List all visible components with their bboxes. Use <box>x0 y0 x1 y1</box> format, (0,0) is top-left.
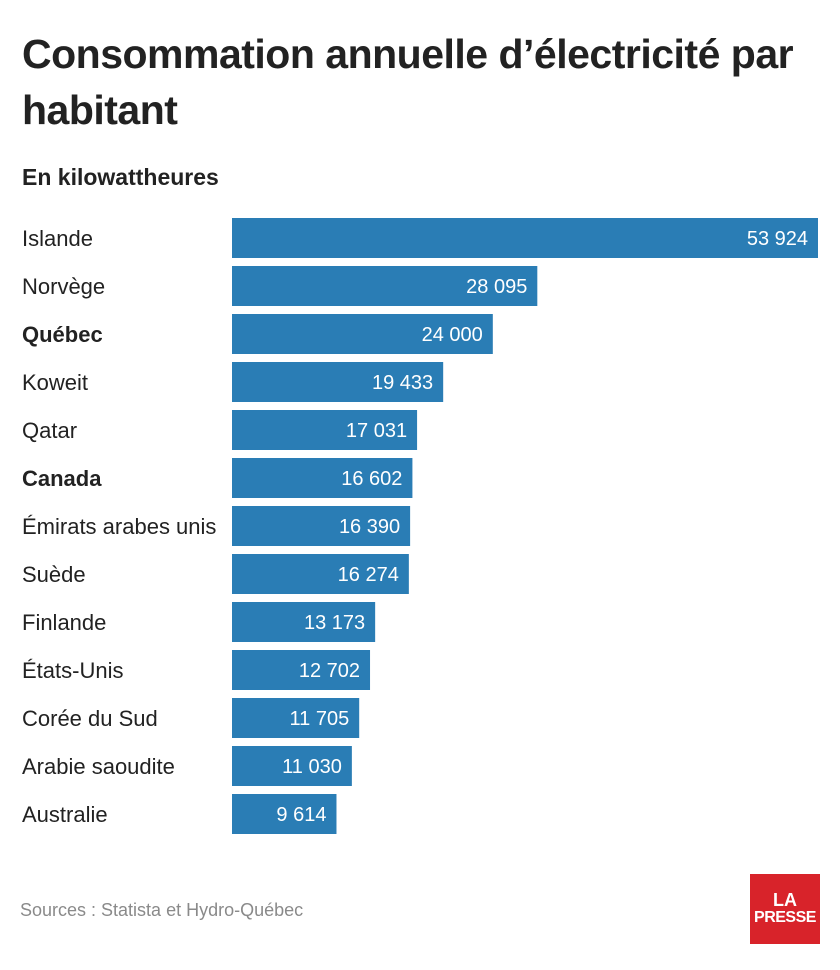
value-label: 17 031 <box>346 420 407 442</box>
chart-subtitle: En kilowattheures <box>22 164 219 190</box>
bar <box>232 314 493 354</box>
la-presse-logo: LA PRESSE <box>750 874 820 944</box>
bar <box>232 506 411 546</box>
bar <box>232 362 444 402</box>
category-label: Australie <box>22 802 108 827</box>
value-label: 16 602 <box>341 468 402 490</box>
logo-line-1: LA <box>773 890 797 910</box>
category-label: Finlande <box>22 610 106 635</box>
value-label: 12 702 <box>299 660 360 682</box>
bar <box>232 746 352 786</box>
bar <box>232 218 818 258</box>
value-label: 28 095 <box>466 276 527 298</box>
category-label: Qatar <box>22 418 77 443</box>
category-label: Islande <box>22 226 93 251</box>
category-label: Koweit <box>22 370 88 395</box>
bar <box>232 650 371 690</box>
value-label: 24 000 <box>422 324 483 346</box>
category-label: Norvège <box>22 274 105 299</box>
bar <box>232 410 418 450</box>
value-label: 11 030 <box>282 756 342 778</box>
category-label: Suède <box>22 562 86 587</box>
value-label: 13 173 <box>304 612 365 634</box>
value-label: 9 614 <box>276 804 326 826</box>
value-label: 53 924 <box>747 228 808 250</box>
source-note: Sources : Statista et Hydro-Québec <box>20 900 304 920</box>
bar <box>232 602 376 642</box>
category-label: Canada <box>22 466 102 491</box>
bar <box>232 698 360 738</box>
category-label: Québec <box>22 322 103 347</box>
bar <box>232 554 409 594</box>
category-label: Émirats arabes unis <box>22 514 216 539</box>
value-label: 16 390 <box>339 516 400 538</box>
bar <box>232 266 538 306</box>
bar <box>232 794 337 834</box>
value-label: 19 433 <box>372 372 433 394</box>
category-label: Arabie saoudite <box>22 754 175 779</box>
value-label: 16 274 <box>338 564 399 586</box>
chart-title: Consommation annuelle d’électricité par … <box>22 31 794 133</box>
value-label: 11 705 <box>290 708 350 730</box>
category-label: Corée du Sud <box>22 706 158 731</box>
bar-chart: Islande 53 924 Norvège 28 095 Québec 24 000 Ko… <box>22 218 818 834</box>
category-label: États-Unis <box>22 658 123 683</box>
logo-line-2: PRESSE <box>754 909 816 926</box>
bar <box>232 458 413 498</box>
